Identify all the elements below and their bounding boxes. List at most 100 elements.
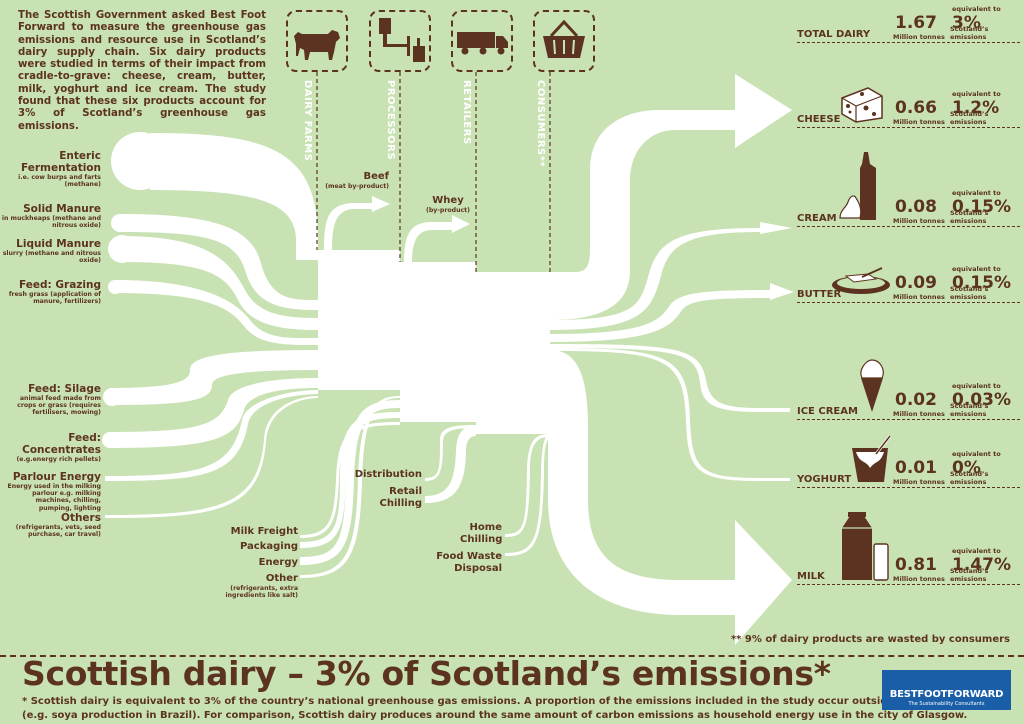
product-name: CREAM: [797, 213, 837, 224]
flow-whey: [404, 215, 470, 262]
source-parlour-energy: Parlour Energy Energy used in the milkin…: [1, 471, 101, 512]
processors-box: [369, 10, 431, 72]
product-milk: MILK 0.81 Million tonnes equivalent to 1…: [797, 544, 1020, 585]
byproduct-sub: (by-product): [426, 207, 470, 214]
cow-icon: [294, 30, 340, 60]
other-title: Other: [265, 573, 298, 584]
product-value: 0.08: [895, 197, 937, 217]
source-sub: animal feed made from crops or grass (re…: [17, 395, 101, 417]
cheese-icon: [841, 87, 883, 123]
waste-footnote: ** 9% of dairy products are wasted by co…: [730, 634, 1010, 645]
source-sub: Energy used in the milking parlour e.g. …: [7, 483, 101, 512]
equiv-label: equivalent to: [952, 5, 1001, 13]
consumers-box: [533, 10, 595, 72]
cream-icon: [839, 152, 876, 220]
source-silage: Feed: Silage animal feed made from crops…: [1, 383, 101, 417]
product-cream: CREAM 0.08 Million tonnes equivalent to …: [797, 186, 1020, 227]
product-unit: Million tonnes: [893, 478, 945, 486]
brand-logo[interactable]: BESTFOOTFORWARD The Sustainability Consu…: [882, 670, 1011, 710]
flow-packaging: [300, 412, 400, 548]
product-name: YOGHURT: [797, 474, 852, 485]
product-unit: Million tonnes: [893, 118, 945, 126]
ice-cream-icon: [860, 359, 884, 412]
brand-tagline: The Sustainability Consultants: [908, 701, 985, 707]
source-title: Solid Manure: [23, 203, 101, 215]
product-value: 0.81: [895, 555, 937, 575]
brand-name: BESTFOOTFORWARD: [889, 689, 1004, 700]
equiv-sub: Scotland’s emissions: [950, 209, 989, 225]
flow-butter: [550, 283, 794, 342]
label-packaging: Packaging: [240, 541, 298, 552]
product-name: ICE CREAM: [797, 406, 858, 417]
retailers-box: [451, 10, 513, 72]
source-title: Feed: Silage: [28, 383, 101, 395]
source-grazing: Feed: Grazing fresh grass (application o…: [1, 279, 101, 305]
source-title: Parlour Energy: [12, 471, 101, 483]
source-title: Feed: Grazing: [19, 279, 101, 291]
flow-liquid-manure: [120, 236, 318, 330]
product-name: BUTTER: [797, 289, 842, 300]
flow-silage: [110, 350, 318, 405]
flow-home-chilling: [505, 434, 550, 537]
source-sub: slurry (methane and nitrous oxide): [2, 250, 101, 265]
source-sub: fresh grass (application of manure, fert…: [8, 291, 101, 306]
flow-enteric: [150, 133, 318, 260]
byproduct-title: Beef: [363, 171, 389, 182]
dairy-farms-box: [286, 10, 348, 72]
label-energy: Energy: [258, 557, 298, 568]
source-concentrates: Feed: Concentrates (e.g.energy rich pell…: [1, 432, 101, 463]
yoghurt-icon: [852, 435, 892, 482]
product-cheese: CHEESE 0.66 Million tonnes equivalent to…: [797, 87, 1020, 128]
flow-cream: [550, 222, 792, 330]
product-value: 1.67: [895, 13, 937, 33]
equiv-label: equivalent to: [952, 547, 1001, 555]
product-ice-cream: ICE CREAM 0.02 Million tonnes equivalent…: [797, 379, 1020, 420]
flow-grazing: [115, 280, 318, 345]
retail-block: [476, 272, 550, 434]
source-sub: (refrigerants, vets, seed purchase, car …: [15, 524, 101, 539]
product-yoghurt: YOGHURT 0.01 Million tonnes equivalent t…: [797, 447, 1020, 488]
equiv-label: equivalent to: [952, 450, 1001, 458]
basket-icon: [543, 19, 585, 58]
source-solid-manure: Solid Manure in muckheaps (methane and n…: [1, 203, 101, 229]
product-pct: 0%: [952, 458, 981, 478]
equiv-label: equivalent to: [952, 265, 1001, 273]
source-sub: i.e. cow burps and farts (methane): [18, 174, 101, 189]
source-sub: (e.g.energy rich pellets): [16, 456, 101, 463]
label-other-processor: Other (refrigerants, extra ingredients l…: [214, 573, 298, 599]
factory-icon: [379, 18, 425, 62]
byproduct-beef: Beef (meat by-product): [325, 171, 389, 190]
equiv-label: equivalent to: [952, 189, 1001, 197]
product-name: TOTAL DAIRY: [797, 29, 871, 40]
source-liquid-manure: Liquid Manure slurry (methane and nitrou…: [1, 238, 101, 264]
source-others: Others (refrigerants, vets, seed purchas…: [1, 512, 101, 538]
other-sub: (refrigerants, extra ingredients like sa…: [225, 585, 298, 599]
equiv-sub: Scotland’s emissions: [950, 110, 989, 126]
product-total-dairy: TOTAL DAIRY 1.67 Million tonnes equivale…: [797, 2, 1020, 43]
stage-label-processors: PROCESSORS: [385, 80, 396, 161]
product-pct: 0.03%: [952, 390, 1011, 410]
product-butter: BUTTER 0.09 Million tonnes equivalent to…: [797, 262, 1020, 303]
label-home-chilling: Home Chilling: [460, 522, 503, 545]
equiv-sub: Scotland’s emissions: [950, 470, 989, 486]
product-unit: Million tonnes: [893, 575, 945, 583]
source-title: Enteric Fermentation: [21, 150, 101, 174]
equiv-sub: Scotland’s emissions: [950, 285, 989, 301]
product-value: 0.01: [895, 458, 937, 478]
product-name: MILK: [797, 571, 825, 582]
label-retail-chilling: Retail Chilling: [379, 486, 422, 509]
flow-milk: [548, 350, 792, 645]
processor-block: [400, 262, 476, 422]
flow-solid-manure: [120, 214, 318, 310]
equiv-sub: Scotland’s emissions: [950, 402, 989, 418]
product-pct: 1.47%: [952, 555, 1011, 575]
label-distribution: Distribution: [354, 469, 422, 480]
page-title: Scottish dairy – 3% of Scotland’s emissi…: [22, 654, 831, 693]
milk-icon: [842, 512, 889, 581]
label-milk-freight: Milk Freight: [230, 526, 298, 537]
farm-block: [318, 250, 400, 390]
stage-label-consumers: CONSUMERS**: [535, 80, 546, 168]
stage-label-dairy-farms: DAIRY FARMS: [302, 80, 313, 162]
footer-note-line-1: * Scottish dairy is equivalent to 3% of …: [22, 696, 962, 707]
